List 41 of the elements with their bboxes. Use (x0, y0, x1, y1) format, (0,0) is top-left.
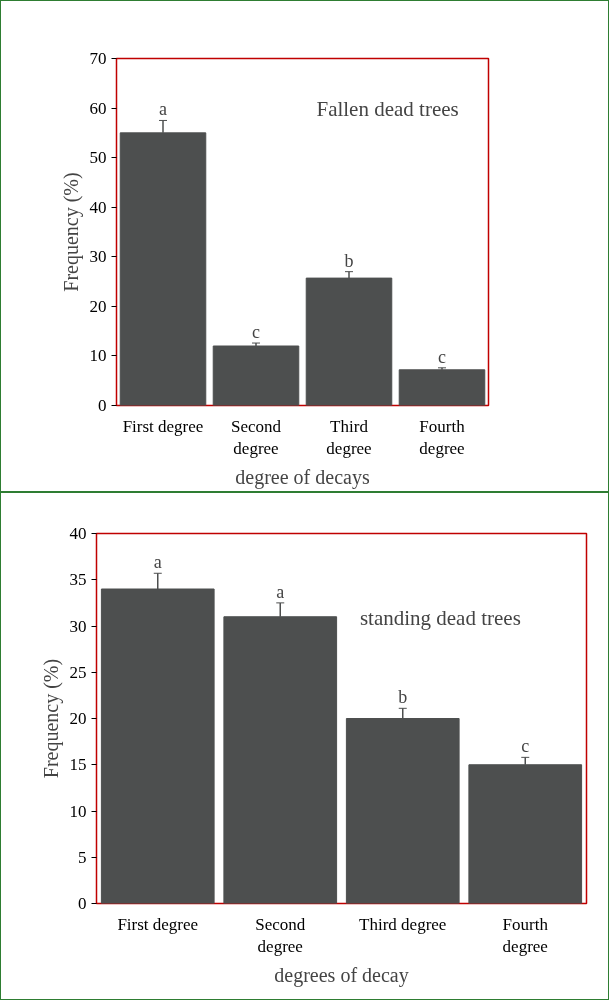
x-tick-label: Third degree (359, 914, 447, 934)
x-tick-label: Second degree (230, 416, 282, 459)
y-tick-label: 40 (89, 197, 107, 217)
y-tick-label: 40 (69, 524, 87, 543)
y-tick-label: 15 (69, 755, 87, 775)
x-axis-title: degree of decays (235, 466, 370, 490)
bar (212, 345, 300, 406)
annotation: a (153, 552, 162, 573)
x-tick-label: Third degree (326, 416, 372, 459)
y-tick-label: 50 (89, 148, 107, 168)
y-tick-label: 10 (69, 801, 87, 821)
x-tick-label: Second degree (255, 914, 306, 957)
annotation: c (438, 346, 447, 367)
y-tick-label: 60 (89, 98, 107, 118)
y-tick-label: 30 (69, 616, 87, 636)
y-tick-label: 70 (89, 49, 107, 68)
y-tick-label: 25 (69, 662, 87, 682)
annotation: a (159, 99, 168, 120)
y-axis-title: Frequency (%) (59, 172, 83, 292)
y-tick-label: 30 (89, 247, 107, 267)
annotation: standing dead trees (359, 605, 521, 630)
y-tick-label: 20 (89, 296, 107, 316)
y-tick-label: 5 (78, 847, 87, 867)
bar (398, 369, 486, 406)
y-tick-label: 35 (69, 570, 87, 590)
annotation: c (252, 322, 261, 343)
x-tick-label: Fourth degree (502, 914, 549, 957)
annotation: b (344, 250, 354, 271)
y-tick-label: 0 (78, 894, 87, 913)
x-tick-label: Fourth degree (419, 416, 466, 459)
annotation: a (276, 581, 285, 602)
y-axis-title: Frequency (%) (39, 658, 63, 779)
y-tick-label: 20 (69, 709, 87, 728)
y-tick-label: 10 (89, 346, 107, 366)
annotation: b (398, 687, 408, 708)
x-tick-label: First degree (117, 914, 199, 934)
x-tick-label: First degree (122, 416, 204, 436)
annotation: c (521, 736, 530, 757)
y-tick-label: 0 (98, 396, 107, 415)
annotation: Fallen dead trees (316, 96, 459, 121)
x-axis-title: degrees of decay (274, 964, 409, 988)
